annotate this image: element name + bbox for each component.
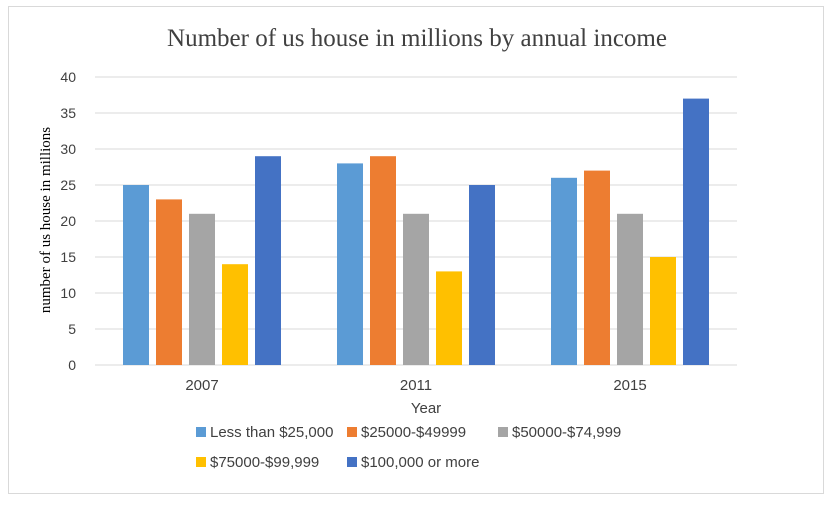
y-tick-label: 15 (60, 249, 76, 265)
y-tick-label: 30 (60, 141, 76, 157)
y-axis-label: number of us house in millions (38, 127, 54, 313)
y-tick-label: 40 (60, 69, 76, 85)
y-tick-label: 25 (60, 177, 76, 193)
tick-labels: 0 5 10 15 20 25 30 35 40 2007 2011 2015 (60, 69, 646, 394)
legend: Less than $25,000 $25000-$49999 $50000-$74… (196, 424, 621, 471)
y-tick-label: 10 (60, 285, 76, 301)
bar (123, 185, 149, 365)
legend-label: $25000-$49999 (361, 424, 466, 441)
legend-label: $75000-$99,999 (210, 454, 319, 471)
bar (436, 271, 462, 365)
bar (189, 213, 215, 365)
legend-swatch (196, 457, 206, 467)
x-tick-label: 2015 (613, 377, 646, 394)
y-tick-label: 35 (60, 105, 76, 121)
bar (551, 177, 577, 365)
legend-swatch (347, 427, 357, 437)
chart-title: Number of us house in millions by annual… (167, 25, 667, 52)
bar (584, 170, 610, 365)
legend-swatch (196, 427, 206, 437)
bar (156, 199, 182, 365)
y-tick-label: 20 (60, 213, 76, 229)
x-axis-label: Year (411, 400, 441, 417)
bar (650, 257, 676, 365)
y-tick-label: 0 (68, 357, 76, 373)
bar (337, 163, 363, 365)
bar (255, 156, 281, 365)
y-tick-label: 5 (68, 321, 76, 337)
bar (370, 156, 396, 365)
legend-label: $100,000 or more (361, 454, 479, 471)
legend-label: Less than $25,000 (210, 424, 333, 441)
legend-swatch (347, 457, 357, 467)
bar (683, 98, 709, 365)
legend-label: $50000-$74,999 (512, 424, 621, 441)
x-tick-label: 2011 (400, 377, 432, 394)
bar (469, 185, 495, 365)
legend-swatch (498, 427, 508, 437)
bars (123, 98, 709, 365)
x-tick-label: 2007 (185, 377, 218, 394)
bar (222, 264, 248, 365)
bar (403, 213, 429, 365)
bar (617, 213, 643, 365)
